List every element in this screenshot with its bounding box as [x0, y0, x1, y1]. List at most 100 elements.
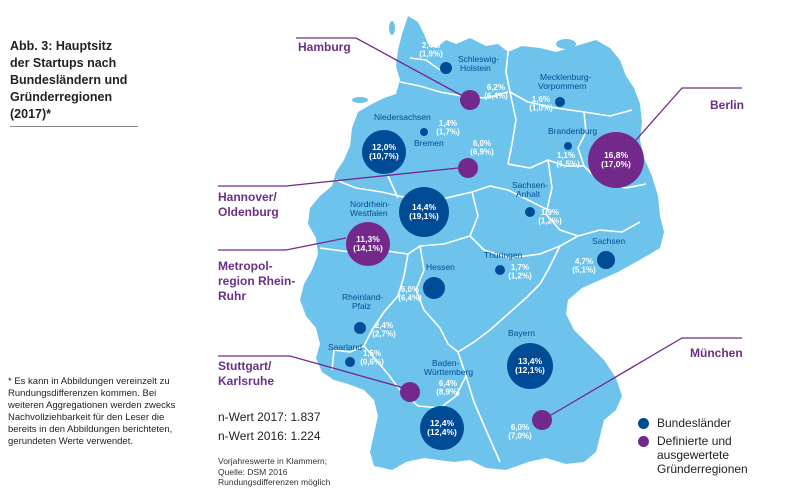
value-saarland: 1,5% (0,6%): [360, 349, 384, 367]
title-line: Abb. 3: Hauptsitz: [10, 39, 113, 53]
legend-label: Definierte und ausgewertete Gründerregio…: [657, 434, 748, 476]
marker-stuttgart-karlsruhe: [400, 382, 420, 402]
value-rhein-ruhr: 11,3% (14,1%): [353, 234, 383, 253]
figure-title: Abb. 3: Hauptsitz der Startups nach Bund…: [10, 38, 150, 123]
marker-brandenburg: [564, 142, 572, 150]
value-berlin: 16,8% (17,0%): [601, 150, 631, 169]
leader-line-rhein-ruhr: [218, 237, 347, 251]
title-line: Bundesländern und: [10, 73, 128, 87]
value-bremen: 12,0% (10,7%): [369, 142, 399, 161]
legend-marker-regionen: [638, 436, 649, 447]
marker-saarland: [345, 357, 355, 367]
leader-line-stuttgart: [218, 355, 405, 389]
island: [352, 97, 368, 103]
region-markers: [346, 90, 644, 430]
state-name-sachsen-anhalt: Sachsen-Anhalt: [512, 180, 548, 199]
value-sachsen: 4,7% (5,1%): [572, 257, 596, 275]
region-label-berlin: Berlin: [710, 98, 744, 113]
region-label-text: Hamburg: [298, 40, 351, 54]
legend-marker-bundeslaender: [638, 418, 649, 429]
state-name-schleswig-holstein: Schleswig-Holstein: [458, 54, 499, 73]
source-line: Rundungsdifferenzen möglich: [218, 477, 331, 487]
marker-nordrhein-westfalen: [399, 187, 449, 237]
marker-schleswig-holstein: [440, 62, 452, 74]
region-label-text: München: [690, 346, 743, 360]
region-label-hamburg: Hamburg: [298, 40, 351, 55]
n-wert-2016: n-Wert 2016: 1.224: [218, 429, 321, 443]
value-thueringen: 1,7% (1,2%): [508, 263, 532, 281]
leader-lines: [218, 37, 742, 419]
leader-line-muenchen: [545, 337, 742, 419]
region-label-text: Metropol- region Rhein-Ruhr: [218, 259, 296, 303]
marker-rhein-ruhr: [346, 222, 390, 266]
marker-mecklenburg-vorpommern: [555, 97, 565, 107]
value-bayern: 13,4% (12,1%): [515, 356, 545, 375]
marker-hannover-oldenburg: [458, 158, 478, 178]
state-name-bremen: Bremen: [414, 138, 444, 148]
state-name-rheinland-pfalz: Rheinland-Pfalz: [342, 292, 383, 311]
marker-thueringen: [495, 265, 505, 275]
state-name-saarland: Saarland: [328, 342, 362, 352]
marker-hessen: [423, 277, 445, 299]
state-name-mecklenburg-vorpommern: Mecklenburg-Vorpommern: [538, 72, 592, 91]
title-line: der Startups nach: [10, 56, 117, 70]
region-label-text: Berlin: [710, 98, 745, 112]
marker-muenchen: [532, 410, 552, 430]
legend-label: Bundesländer: [657, 416, 732, 430]
marker-sachsen-anhalt: [525, 207, 535, 217]
state-name-thueringen: Thüringen: [484, 250, 523, 260]
value-mecklenburg-vorpommern: 1,6% (1,0%): [529, 95, 553, 113]
marker-niedersachsen: [420, 128, 428, 136]
state-name-baden-wuerttemberg: Baden-Württemberg: [424, 358, 473, 377]
source-line: Vorjahreswerte in Klammern;: [218, 456, 328, 466]
state-name-brandenburg: Brandenburg: [548, 126, 597, 136]
value-rheinland-pfalz: 2,4% (2,7%): [372, 321, 396, 339]
legend: Bundesländer Definierte und ausgewertete…: [638, 416, 767, 480]
germany-outline: [300, 16, 664, 470]
value-nordrhein-westfalen: 14,4% (19,1%): [409, 202, 439, 221]
value-labels: 2,4% (1,9%) 1,6% (1,0%) 1,4% (1,7%) 12,0% (1…: [353, 41, 631, 441]
marker-bremen: [362, 130, 406, 174]
title-line: (2017)*: [10, 107, 51, 121]
state-borders: [319, 51, 647, 463]
title-divider: [10, 126, 138, 127]
footnote: * Es kann in Abbildungen vereinzelt zu R…: [8, 376, 176, 447]
title-line: Gründerregionen: [10, 90, 113, 104]
region-label-text: Stuttgart/ Karlsruhe: [218, 359, 275, 388]
n-wert-2017: n-Wert 2017: 1.837: [218, 410, 321, 424]
value-muenchen: 6,0% (7,0%): [508, 423, 532, 441]
region-label-rhein-ruhr: Metropol- region Rhein-Ruhr: [218, 259, 302, 304]
region-label-text: Hannover/ Oldenburg: [218, 190, 279, 219]
region-label-stuttgart-karlsruhe: Stuttgart/ Karlsruhe: [218, 359, 298, 389]
source-note: Vorjahreswerte in Klammern; Quelle: DSM …: [218, 456, 378, 488]
value-hamburg: 6,2% (6,4%): [484, 83, 508, 101]
value-sachsen-anhalt: 1,9% (1,2%): [538, 208, 562, 226]
marker-berlin: [588, 132, 644, 188]
marker-baden-wuerttemberg: [420, 406, 464, 450]
leader-line-hamburg: [296, 37, 471, 101]
state-name-niedersachsen: Niedersachsen: [374, 112, 431, 122]
marker-sachsen: [597, 251, 615, 269]
value-niedersachsen: 1,4% (1,7%): [436, 119, 460, 137]
legend-item-bundeslaender: Bundesländer: [638, 416, 767, 430]
island: [389, 21, 395, 35]
state-name-nordrhein-westfalen: Nordrhein-Westfalen: [350, 199, 390, 218]
leader-line-hannover: [218, 167, 459, 187]
source-line: Quelle: DSM 2016: [218, 466, 288, 477]
state-name-sachsen: Sachsen: [592, 236, 625, 246]
value-baden-wuerttemberg: 12,4% (12,4%): [427, 418, 457, 437]
value-hessen: 6,0% (6,4%): [398, 285, 422, 303]
state-name-bayern: Bayern: [508, 328, 535, 338]
state-name-hessen: Hessen: [426, 262, 455, 272]
marker-rheinland-pfalz: [354, 322, 366, 334]
marker-hamburg: [460, 90, 480, 110]
leader-line-berlin: [635, 87, 742, 141]
value-brandenburg: 1,1% (1,5%): [556, 151, 580, 169]
value-stuttgart-karlsruhe: 6,4% (8,9%): [436, 379, 460, 397]
value-schleswig-holstein: 2,4% (1,9%): [419, 41, 443, 59]
legend-item-regionen: Definierte und ausgewertete Gründerregio…: [638, 434, 767, 476]
state-name-labels: Schleswig-Holstein Mecklenburg-Vorpommer…: [328, 54, 625, 377]
state-markers: [345, 62, 615, 450]
island: [556, 39, 576, 49]
